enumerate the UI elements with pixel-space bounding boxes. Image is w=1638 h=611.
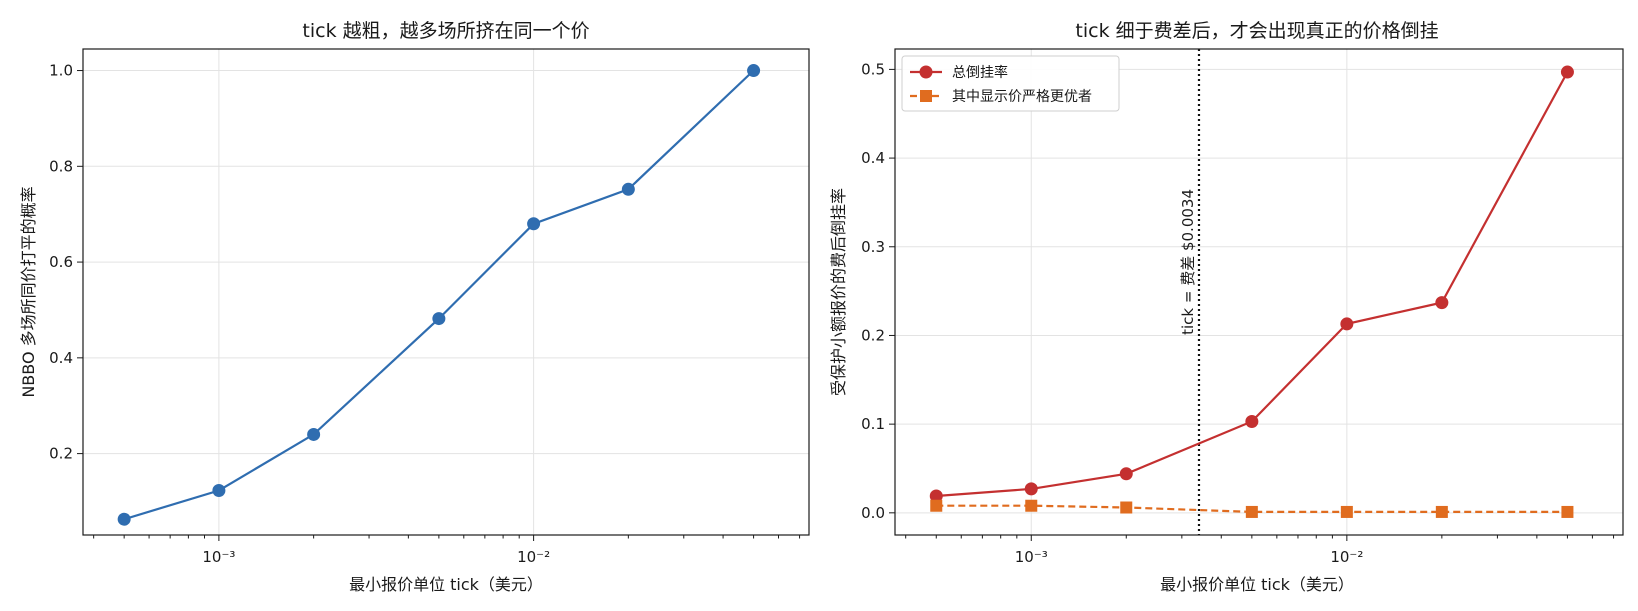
chart-right-series-1-point	[1025, 499, 1038, 512]
chart-right-y-axis-label: 受保护小额报价的费后倒挂率	[829, 188, 848, 396]
chart-left-title: tick 越粗，越多场所挤在同一个价	[302, 20, 589, 42]
chart-right-x-tick-label: 10⁻³	[1015, 548, 1048, 566]
chart-left-x-axis-label: 最小报价单位 tick（美元）	[349, 575, 543, 594]
chart-right-grid	[895, 49, 1623, 535]
chart-right-y-tick-label: 0.2	[861, 326, 885, 344]
chart-right-series-1-point	[1245, 505, 1258, 518]
chart-left: tick 越粗，越多场所挤在同一个价 0.2 0.4 0.6 0.8 1.0 10⁻³ 10…	[19, 20, 810, 594]
legend-label-strict: 其中显示价严格更优者	[952, 89, 1092, 105]
chart-left-series-0-point	[212, 483, 226, 497]
chart-right-axis-ticks: 0.0 0.1 0.2 0.3 0.4 0.5 10⁻³ 10⁻²	[861, 60, 1615, 566]
chart-left-series-0-point	[527, 217, 541, 231]
chart-left-plot-frame	[82, 48, 810, 536]
chart-right-y-tick-label: 0.5	[861, 60, 885, 78]
chart-right-series-0-point	[929, 489, 943, 503]
chart-left-series-0-point	[432, 312, 446, 326]
chart-left-grid	[83, 49, 809, 535]
chart-right: tick 细于费差后，才会出现真正的价格倒挂 tick = 费差 $0.0034…	[829, 20, 1624, 594]
chart-right-series-1-point	[1120, 501, 1133, 514]
chart-left-series-0-point	[117, 512, 131, 526]
chart-left-series-0-point	[747, 64, 761, 78]
chart-left-y-tick-label: 0.6	[49, 253, 73, 271]
legend-item-total: 总倒挂率	[910, 64, 1008, 81]
chart-right-plot-frame	[894, 48, 1624, 536]
chart-left-x-tick-label: 10⁻³	[202, 548, 235, 566]
chart-right-series-0-point	[1245, 414, 1259, 428]
legend-item-strict: 其中显示价严格更优者	[910, 89, 1092, 105]
chart-left-y-tick-label: 0.2	[49, 445, 73, 463]
chart-right-y-tick-label: 0.4	[861, 149, 885, 167]
chart-right-y-tick-label: 0.0	[861, 504, 885, 522]
chart-right-series-1-point	[930, 499, 943, 512]
legend-marker-total	[919, 65, 933, 79]
chart-right-vlines: tick = 费差 $0.0034	[1179, 49, 1201, 535]
chart-left-y-tick-label: 0.4	[49, 349, 73, 367]
chart-right-series-1-point	[1561, 505, 1574, 518]
chart-right-legend: 总倒挂率 其中显示价严格更优者	[901, 55, 1120, 112]
chart-right-series-0-point	[1340, 317, 1354, 331]
chart-right-y-tick-label: 0.1	[861, 415, 885, 433]
chart-left-axis-ticks: 0.2 0.4 0.6 0.8 1.0 10⁻³ 10⁻²	[49, 62, 801, 566]
chart-right-fee-vline-label: tick = 费差 $0.0034	[1179, 189, 1197, 335]
chart-right-series-0-point	[1560, 65, 1574, 79]
chart-right-x-axis-label: 最小报价单位 tick（美元）	[1160, 575, 1354, 594]
legend-label-total: 总倒挂率	[952, 64, 1008, 81]
chart-left-y-tick-label: 1.0	[49, 62, 73, 80]
chart-right-series-1-point	[1435, 505, 1448, 518]
chart-left-series-0-point	[307, 427, 321, 441]
chart-left-series-layer	[117, 64, 761, 526]
chart-right-series-1-point	[1340, 505, 1353, 518]
chart-right-series-0-point	[1119, 467, 1133, 481]
chart-right-x-tick-label: 10⁻²	[1330, 548, 1363, 566]
chart-left-x-tick-label: 10⁻²	[517, 548, 550, 566]
chart-left-y-tick-label: 0.8	[49, 157, 73, 175]
chart-left-series-0-point	[621, 182, 635, 196]
chart-right-series-layer	[929, 65, 1574, 518]
chart-right-y-tick-label: 0.3	[861, 238, 885, 256]
chart-right-series-0-point	[1024, 482, 1038, 496]
legend-marker-strict	[920, 90, 932, 102]
chart-left-y-axis-label: NBBO 多场所同价打平的概率	[19, 186, 38, 397]
chart-right-title: tick 细于费差后，才会出现真正的价格倒挂	[1075, 20, 1438, 42]
chart-right-series-0-point	[1435, 296, 1449, 310]
legend-box	[901, 55, 1120, 112]
